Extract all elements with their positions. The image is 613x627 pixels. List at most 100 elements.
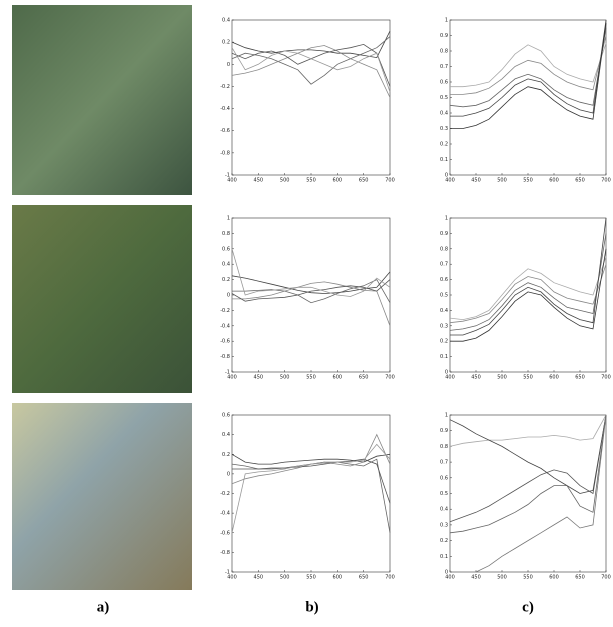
x-tick-label: 600: [549, 575, 559, 581]
x-tick-label: 450: [254, 375, 264, 381]
photo: [12, 5, 192, 195]
x-tick-label: 450: [254, 575, 264, 581]
data-line: [231, 271, 391, 294]
data-line: [450, 19, 607, 117]
x-tick-label: 600: [549, 375, 559, 381]
x-tick-label: 450: [254, 178, 264, 184]
x-tick-label: 550: [306, 575, 316, 581]
y-tick-label: 0.2: [222, 40, 230, 46]
x-tick-label: 650: [359, 575, 369, 581]
y-tick-label: 0: [445, 370, 448, 376]
y-tick-label: 0: [445, 173, 448, 179]
data-line: [232, 279, 391, 304]
plot-frame: [449, 19, 607, 176]
x-tick-label: 700: [385, 178, 395, 184]
y-tick-label: 0.4: [440, 308, 448, 314]
y-tick-label: 0.5: [440, 491, 448, 497]
plot-frame: [231, 414, 391, 573]
y-tick-label: 0.7: [440, 460, 448, 466]
y-tick-label: 0.6: [440, 475, 448, 481]
x-tick-label: 400: [227, 178, 237, 184]
x-tick-label: 500: [280, 375, 290, 381]
x-tick-label: 650: [359, 178, 369, 184]
data-line: [232, 281, 391, 326]
data-line: [449, 414, 607, 447]
y-tick-label: 1: [445, 216, 448, 222]
y-tick-label: 0.4: [222, 432, 230, 438]
y-tick-label: 0.9: [440, 33, 448, 39]
y-tick-label: 0.3: [440, 323, 448, 329]
y-tick-label: 0.6: [440, 277, 448, 283]
data-line: [231, 279, 391, 302]
x-tick-label: 700: [601, 375, 611, 381]
plot-frame: [449, 217, 607, 373]
x-tick-label: 500: [497, 575, 507, 581]
data-line: [231, 36, 391, 85]
y-tick-label: -0.6: [220, 128, 230, 134]
data-line: [449, 233, 607, 331]
y-tick-label: 0: [445, 570, 448, 576]
y-tick-label: 0.4: [440, 111, 448, 117]
y-tick-label: 0.4: [222, 18, 230, 24]
y-tick-label: 0.7: [440, 64, 448, 70]
data-line: [450, 23, 607, 129]
y-tick-label: 0.9: [440, 231, 448, 237]
y-tick-label: -0.2: [220, 308, 230, 314]
y-tick-label: -0.6: [220, 530, 230, 536]
data-line: [450, 43, 607, 88]
y-tick-label: 0.4: [222, 262, 230, 268]
x-tick-label: 600: [333, 178, 343, 184]
y-tick-label: 0.1: [440, 157, 448, 163]
x-tick-label: 450: [471, 575, 481, 581]
x-tick-label: 550: [523, 178, 533, 184]
y-tick-label: 0.5: [440, 293, 448, 299]
y-tick-label: -1: [225, 570, 230, 576]
panel-label: c): [522, 599, 534, 615]
y-tick-label: -0.8: [220, 550, 230, 556]
y-tick-label: 0.5: [440, 95, 448, 101]
plot-frame: [231, 217, 391, 373]
x-tick-label: 650: [575, 375, 585, 381]
data-line: [231, 433, 391, 485]
y-tick-label: 0.8: [440, 49, 448, 55]
x-tick-label: 650: [575, 575, 585, 581]
y-tick-label: 0.3: [440, 126, 448, 132]
panel-label: a): [97, 599, 110, 615]
data-line: [450, 248, 607, 342]
y-tick-label: 0.1: [440, 354, 448, 360]
x-tick-label: 700: [601, 575, 611, 581]
y-tick-label: -0.8: [220, 150, 230, 156]
y-tick-label: -0.6: [220, 339, 230, 345]
x-tick-label: 700: [385, 575, 395, 581]
x-tick-label: 550: [523, 575, 533, 581]
y-tick-label: 0.3: [440, 522, 448, 528]
x-tick-label: 500: [497, 375, 507, 381]
data-line: [449, 414, 607, 534]
y-tick-label: -0.4: [220, 106, 230, 112]
x-tick-label: 700: [601, 178, 611, 184]
data-line: [449, 256, 607, 321]
x-tick-label: 550: [306, 375, 316, 381]
y-tick-label: -0.8: [220, 354, 230, 360]
y-tick-label: 0.8: [222, 231, 230, 237]
y-tick-label: 0: [227, 471, 230, 477]
y-tick-label: -0.4: [220, 323, 230, 329]
data-line: [450, 217, 607, 336]
data-line: [449, 414, 607, 494]
photo: [12, 403, 192, 590]
y-tick-label: 0.1: [440, 554, 448, 560]
data-line: [232, 458, 391, 504]
x-tick-label: 650: [575, 178, 585, 184]
data-line: [231, 45, 391, 98]
x-tick-label: 500: [497, 178, 507, 184]
y-tick-label: 0.2: [440, 538, 448, 544]
plot-frame: [449, 414, 607, 573]
y-tick-label: 0.4: [440, 507, 448, 513]
data-line: [231, 443, 391, 533]
x-tick-label: 500: [280, 178, 290, 184]
data-line: [449, 264, 607, 324]
data-line: [231, 458, 391, 533]
y-tick-label: 0.6: [440, 80, 448, 86]
y-tick-label: 0: [227, 62, 230, 68]
y-tick-label: -0.2: [220, 491, 230, 497]
